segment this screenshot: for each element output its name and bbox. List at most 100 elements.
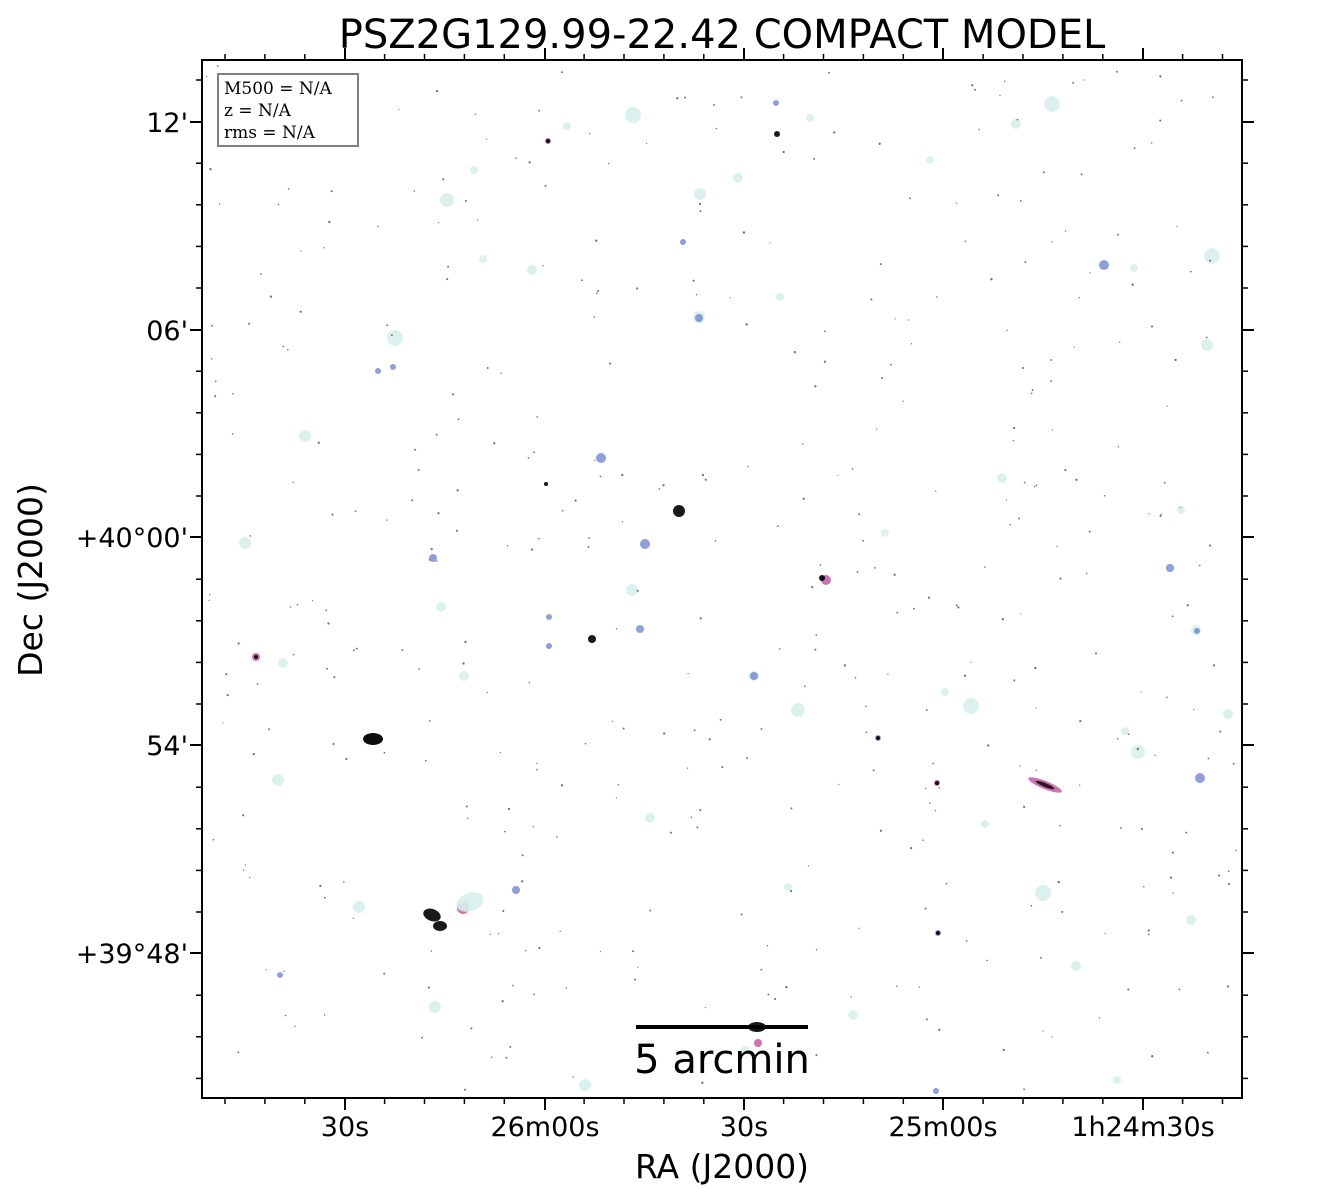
noise-speck (430, 950, 433, 952)
noise-speck (719, 718, 722, 721)
noise-speck (1166, 405, 1168, 407)
noise-speck (1159, 119, 1162, 122)
noise-speck (645, 142, 648, 145)
noise-speck (814, 385, 817, 388)
noise-speck (1003, 80, 1006, 82)
noise-speck (687, 672, 689, 675)
sky-source (1204, 248, 1220, 264)
noise-speck (621, 521, 624, 523)
noise-speck (1042, 171, 1045, 174)
noise-speck (790, 890, 793, 893)
axis-ticks (190, 48, 1254, 1110)
noise-speck (597, 289, 600, 293)
noise-speck (1035, 769, 1038, 771)
sky-source (387, 330, 403, 346)
noise-speck (504, 830, 506, 833)
noise-speck (537, 537, 540, 540)
noise-speck (521, 880, 524, 883)
noise-speck (1075, 478, 1078, 481)
noise-speck (701, 473, 705, 477)
noise-speck (428, 559, 431, 561)
sky-source (881, 529, 889, 537)
noise-speck (910, 343, 913, 345)
noise-speck (490, 1056, 493, 1058)
noise-speck (1103, 494, 1106, 497)
y-tick-label: +39°48' (76, 939, 188, 970)
noise-speck (1228, 883, 1231, 886)
noise-speck (699, 617, 702, 620)
sky-source (278, 658, 288, 668)
noise-speck (1051, 1036, 1053, 1038)
noise-speck (870, 298, 873, 301)
noise-speck (746, 757, 749, 759)
noise-speck (580, 279, 583, 282)
noise-speck (649, 909, 652, 912)
scale-bar-label: 5 arcmin (634, 1037, 810, 1083)
sky-source (997, 473, 1007, 483)
noise-speck (1151, 1055, 1154, 1058)
noise-speck (896, 611, 899, 614)
noise-speck (401, 649, 404, 651)
noise-speck (1212, 96, 1214, 98)
noise-speck (776, 525, 779, 528)
noise-speck (528, 681, 531, 684)
noise-speck (533, 993, 535, 996)
noise-speck (1198, 564, 1201, 567)
noise-speck (984, 566, 986, 568)
noise-speck (242, 814, 245, 817)
noise-speck (1012, 426, 1016, 430)
noise-speck (1059, 577, 1062, 580)
noise-speck (658, 488, 661, 490)
noise-speck (1012, 439, 1014, 442)
noise-speck (1009, 523, 1012, 526)
noise-speck (1176, 225, 1178, 228)
noise-speck (311, 600, 314, 602)
noise-speck (634, 978, 636, 981)
noise-speck (1179, 506, 1181, 509)
noise-speck (729, 297, 732, 299)
noise-speck (435, 433, 438, 436)
noise-speck (1035, 707, 1037, 709)
noise-speck (617, 783, 620, 786)
sky-source (1011, 119, 1021, 129)
noise-speck (1140, 827, 1143, 830)
noise-speck (1031, 389, 1034, 391)
noise-speck (925, 708, 928, 711)
noise-speck (299, 310, 302, 313)
noise-speck (701, 1081, 704, 1084)
sky-source (636, 625, 644, 633)
noise-speck (1104, 932, 1106, 934)
noise-speck (457, 418, 460, 421)
noise-speck (815, 1054, 818, 1057)
sky-source (640, 539, 650, 549)
noise-speck (747, 465, 749, 468)
sky-source (277, 972, 283, 978)
noise-speck (1226, 985, 1230, 988)
noise-speck (621, 473, 624, 477)
noise-speck (1116, 70, 1118, 73)
noise-speck (1079, 720, 1082, 723)
noise-speck (1206, 1051, 1209, 1054)
noise-speck (713, 103, 715, 106)
sky-source (390, 364, 396, 370)
noise-speck (814, 648, 817, 651)
noise-speck (934, 490, 937, 492)
sky-source (459, 671, 469, 681)
sky-source (626, 584, 638, 596)
noise-speck (1150, 325, 1154, 328)
noise-speck (383, 972, 386, 975)
sky-source (375, 368, 381, 374)
sky-source (754, 1039, 762, 1047)
noise-speck (556, 836, 558, 838)
sky-source (1113, 1076, 1121, 1084)
noise-speck (345, 757, 348, 761)
noise-speck (662, 484, 665, 487)
noise-speck (225, 673, 228, 676)
noise-speck (424, 759, 427, 762)
noise-speck (804, 685, 806, 688)
noise-speck (632, 950, 634, 953)
noise-speck (1120, 826, 1123, 829)
sky-source (645, 813, 655, 823)
noise-speck (1030, 904, 1033, 907)
noise-speck (283, 970, 285, 973)
